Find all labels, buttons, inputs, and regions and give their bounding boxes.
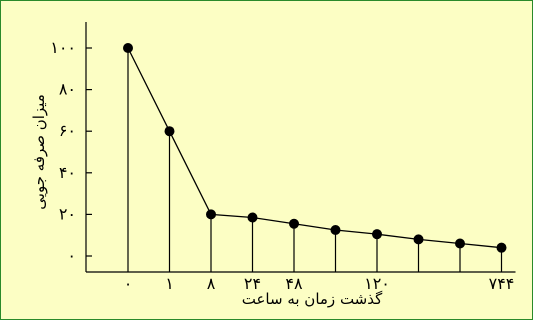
y-tick-label: ۱۰۰ — [50, 38, 76, 57]
series-line — [127, 47, 502, 249]
x-tick-label: ۷۴۴ — [489, 274, 515, 293]
y-tick-label: ۲۰ — [59, 204, 76, 223]
y-tick-label: ۰ — [67, 246, 76, 265]
data-point — [455, 238, 465, 249]
data-point — [330, 225, 341, 235]
x-tick-label: ۱ — [165, 274, 174, 293]
x-tick-label: ۰ — [124, 274, 133, 293]
x-tick-label: ۴۸ — [285, 274, 303, 293]
data-point — [413, 234, 424, 245]
x-tick-label: ۱۲۰ — [364, 274, 390, 293]
data-point — [289, 218, 299, 229]
x-axis-title: گذشت زمان به ساعت — [242, 290, 383, 308]
data-point — [372, 229, 382, 240]
data-point — [123, 43, 133, 53]
data-point — [164, 126, 175, 137]
data-point — [496, 242, 507, 253]
y-tick-label: ۶۰ — [59, 121, 76, 140]
data-point — [206, 209, 216, 220]
y-axis-title: میزان صرفه جویی — [30, 94, 48, 209]
data-point — [247, 212, 258, 223]
y-tick-label: ۸۰ — [59, 80, 76, 99]
x-tick-label: ۲۴ — [244, 274, 261, 293]
x-tick-label: ۸ — [207, 274, 216, 293]
y-tick-label: ۴۰ — [59, 163, 76, 182]
